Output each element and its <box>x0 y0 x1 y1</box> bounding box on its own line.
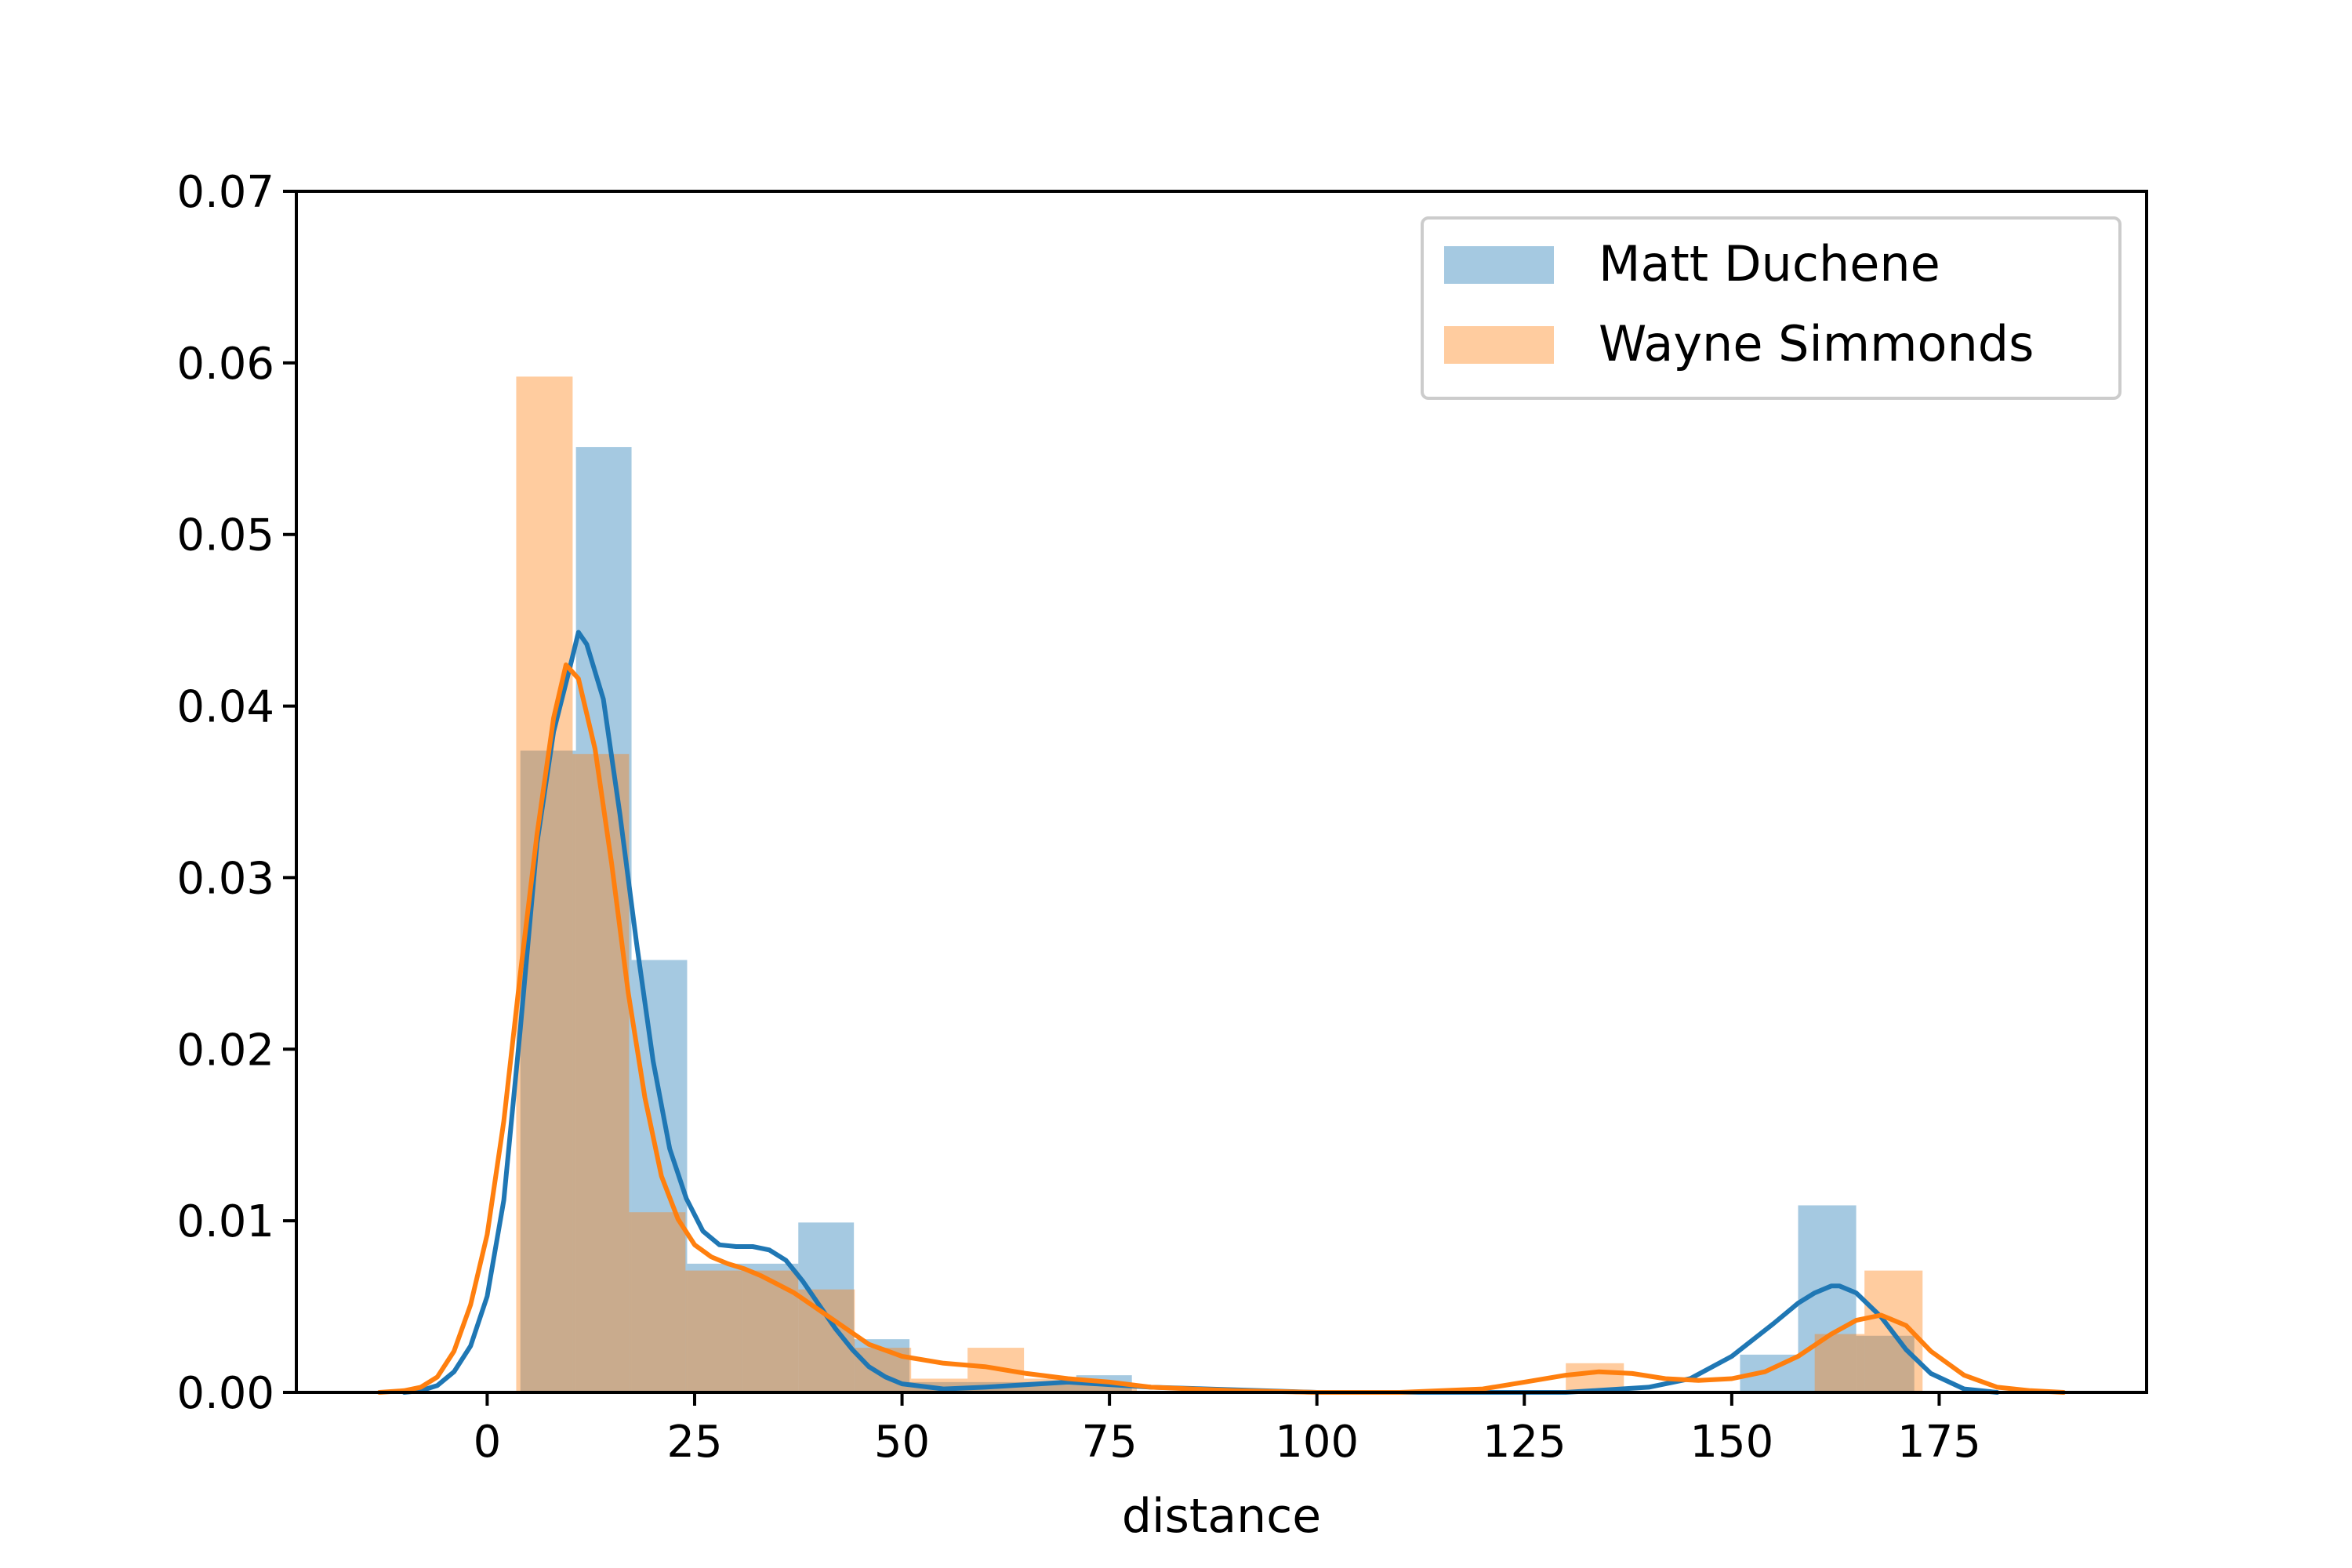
hist-bar-matt-duchene-1 <box>575 447 632 1392</box>
x-tick-label: 25 <box>666 1417 722 1468</box>
y-axis-ticks: 0.00 0.01 0.02 0.03 0.04 0.05 0.06 0.07 <box>176 167 296 1419</box>
x-tick-label: 175 <box>1897 1417 1981 1468</box>
legend-label-wayne-simmonds: Wayne Simmonds <box>1599 315 2034 372</box>
x-tick-label: 150 <box>1690 1417 1773 1468</box>
hist-bar-wayne-simmonds-10 <box>1080 1384 1138 1392</box>
kde-layer <box>376 630 2067 1395</box>
x-tick-label: 75 <box>1081 1417 1137 1468</box>
hist-bar-wayne-simmonds-12 <box>1814 1334 1865 1392</box>
hist-bar-wayne-simmonds-3 <box>685 1270 742 1392</box>
x-tick-label: 0 <box>474 1417 502 1468</box>
kde-line-wayne-simmonds <box>376 662 2067 1395</box>
hist-bar-wayne-simmonds-2 <box>629 1212 686 1392</box>
histogram-layer <box>516 376 1923 1392</box>
hist-bar-matt-duchene-5 <box>798 1222 855 1392</box>
plot-frame <box>295 190 2148 1394</box>
legend-swatch-matt-duchene <box>1444 246 1554 284</box>
y-tick-label: 0.06 <box>176 339 274 390</box>
y-tick-label: 0.01 <box>176 1196 274 1247</box>
hist-bar-wayne-simmonds-0 <box>516 376 573 1392</box>
hist-bar-matt-duchene-3 <box>687 1263 743 1392</box>
legend: Matt Duchene Wayne Simmonds <box>1421 216 2122 400</box>
hist-bar-matt-duchene-4 <box>742 1263 799 1392</box>
y-tick-label: 0.04 <box>176 682 274 733</box>
x-axis-title: distance <box>1122 1489 1321 1544</box>
y-tick-label: 0.07 <box>176 167 274 218</box>
y-tick-label: 0.02 <box>176 1025 274 1076</box>
x-axis-ticks: 0 25 50 75 100 125 150 175 <box>474 1392 1981 1468</box>
hist-bar-wayne-simmonds-1 <box>572 753 630 1392</box>
x-tick-label: 125 <box>1483 1417 1566 1468</box>
x-tick-label: 100 <box>1275 1417 1359 1468</box>
legend-box <box>1421 216 2122 400</box>
y-tick-label: 0.03 <box>176 853 274 904</box>
y-tick-label: 0.00 <box>176 1368 274 1419</box>
x-tick-label: 50 <box>874 1417 930 1468</box>
legend-label-matt-duchene: Matt Duchene <box>1599 235 1940 292</box>
y-tick-label: 0.05 <box>176 510 274 561</box>
legend-swatch-wayne-simmonds <box>1444 326 1554 364</box>
hist-bar-matt-duchene-0 <box>520 750 576 1392</box>
